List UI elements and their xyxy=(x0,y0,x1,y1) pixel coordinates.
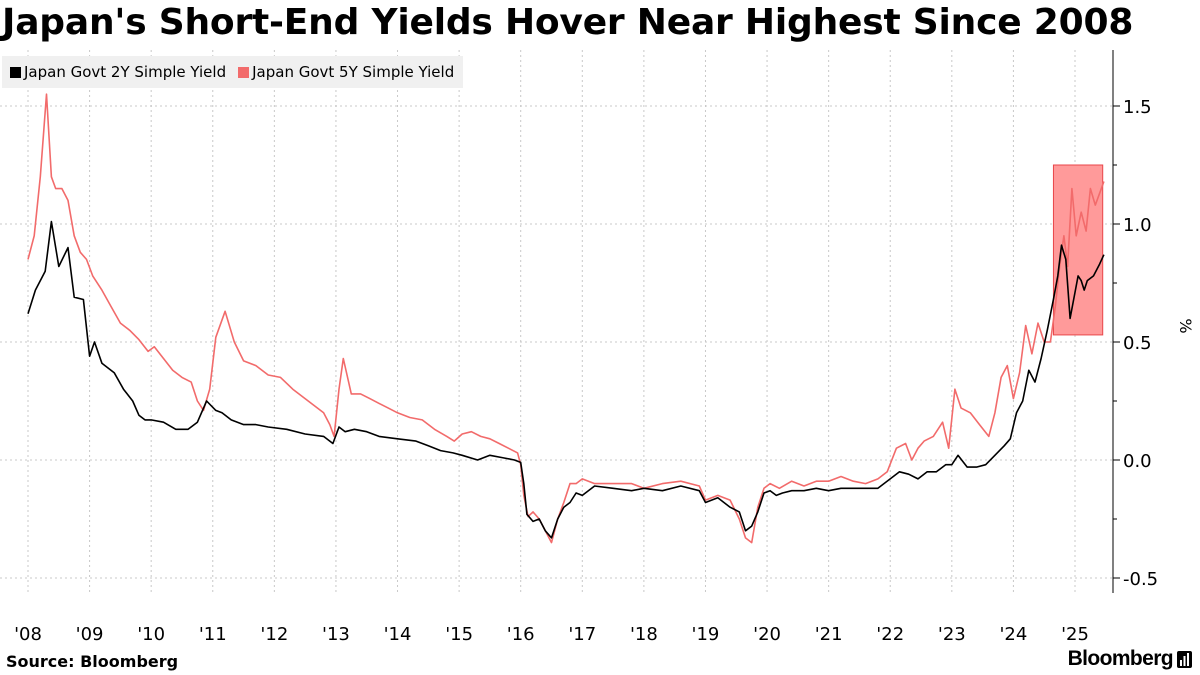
legend-item-5y[interactable]: Japan Govt 5Y Simple Yield xyxy=(238,63,454,81)
legend-item-2y[interactable]: Japan Govt 2Y Simple Yield xyxy=(10,63,226,81)
y-tick-label: 1.5 xyxy=(1123,97,1152,118)
legend-label-2y: Japan Govt 2Y Simple Yield xyxy=(24,63,227,81)
legend-swatch-5y xyxy=(238,66,250,78)
x-tick-label: '21 xyxy=(815,624,843,645)
x-tick-label: '10 xyxy=(137,624,165,645)
x-tick-label: '08 xyxy=(14,624,42,645)
source-note: Source: Bloomberg xyxy=(6,652,179,671)
x-tick-label: '20 xyxy=(753,624,781,645)
x-axis: '08 '09 '10 '11 '12 '13 '14 '15 '16 '17 '18 '19 '20 '… xyxy=(14,624,1089,645)
x-tick-label: '17 xyxy=(568,624,596,645)
y-tick-label: -0.5 xyxy=(1123,569,1158,590)
brand-name: Bloomberg xyxy=(1067,647,1174,670)
x-tick-label: '19 xyxy=(692,624,720,645)
x-tick-label: '22 xyxy=(876,624,904,645)
y-axis: -0.5 0.0 0.5 1.0 1.5 xyxy=(1113,97,1158,590)
x-tick-label: '18 xyxy=(630,624,658,645)
legend-label-5y: Japan Govt 5Y Simple Yield xyxy=(252,63,455,81)
series-line-2y-yield xyxy=(27,220,1105,539)
x-tick-label: '11 xyxy=(199,624,227,645)
chart-title: Japan's Short-End Yields Hover Near High… xyxy=(2,2,1134,43)
x-tick-label: '13 xyxy=(322,624,350,645)
grid xyxy=(0,50,1113,593)
x-tick-label: '16 xyxy=(507,624,535,645)
y-tick-label: 1.0 xyxy=(1123,215,1152,236)
x-tick-label: '12 xyxy=(260,624,288,645)
x-tick-label: '14 xyxy=(384,624,412,645)
legend-swatch-2y xyxy=(10,66,21,78)
x-tick-label: '24 xyxy=(999,624,1027,645)
x-tick-label: '09 xyxy=(76,624,104,645)
y-axis-unit-label: % xyxy=(1176,318,1195,333)
y-tick-label: 0.0 xyxy=(1123,451,1152,472)
brand-logo: Bloomberg xyxy=(1068,647,1192,671)
series-line-5y-yield xyxy=(27,93,1105,544)
bloomberg-chart-icon xyxy=(1177,650,1192,668)
legend: Japan Govt 2Y Simple Yield Japan Govt 5Y… xyxy=(2,56,464,88)
x-tick-label: '25 xyxy=(1061,624,1089,645)
x-tick-label: '23 xyxy=(938,624,966,645)
x-tick-label: '15 xyxy=(445,624,473,645)
y-tick-label: 0.5 xyxy=(1123,333,1152,354)
